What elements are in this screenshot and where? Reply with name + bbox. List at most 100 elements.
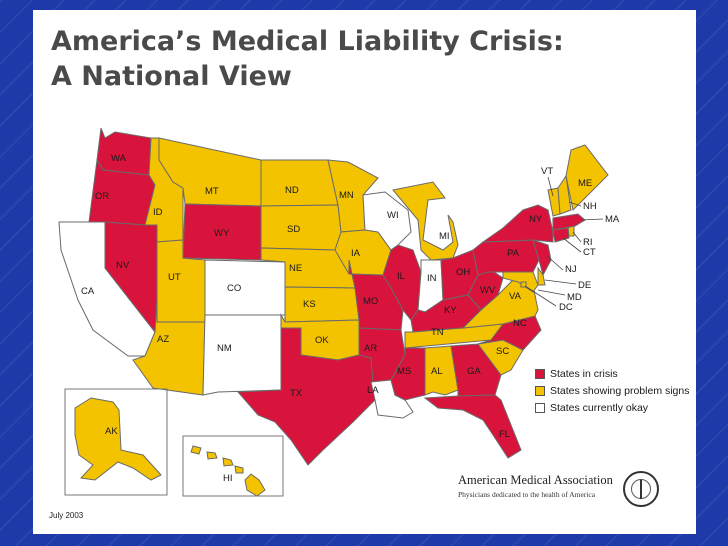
label-LA: LA xyxy=(367,385,379,396)
state-HI xyxy=(244,473,266,497)
slide-title: America’s Medical Liability Crisis: A Na… xyxy=(51,24,564,94)
legend-item-crisis: States in crisis xyxy=(535,365,695,382)
state-NJ xyxy=(532,239,552,277)
us-map: WA OR CA NV ID MT WY UT CO AZ NM ND SD N… xyxy=(58,127,620,497)
label-AR: AR xyxy=(364,343,377,354)
label-NV: NV xyxy=(116,260,130,271)
label-NH: NH xyxy=(583,201,597,212)
state-AZ xyxy=(132,299,206,396)
label-NJ: NJ xyxy=(565,264,577,275)
crisis-swatch xyxy=(535,368,545,379)
label-MN: MN xyxy=(339,190,354,201)
ama-seal-icon xyxy=(623,471,659,507)
legend-label-problem: States showing problem signs xyxy=(550,384,690,397)
legend-item-ok: States currently okay xyxy=(535,399,695,416)
label-WA: WA xyxy=(111,153,127,164)
label-GA: GA xyxy=(467,366,481,377)
label-SC: SC xyxy=(496,346,509,357)
label-AZ: AZ xyxy=(157,334,169,345)
state-HI-isle-2 xyxy=(206,451,218,460)
state-ME xyxy=(565,144,609,212)
label-PA: PA xyxy=(507,248,520,259)
label-MS: MS xyxy=(397,366,411,377)
label-TX: TX xyxy=(290,388,303,399)
label-IL: IL xyxy=(397,271,405,282)
state-NM xyxy=(202,314,282,396)
state-MA xyxy=(552,213,586,231)
legend-item-problem: States showing problem signs xyxy=(535,382,695,399)
label-DE: DE xyxy=(578,280,591,291)
label-CO: CO xyxy=(227,283,241,294)
state-ND xyxy=(260,159,339,207)
problem-swatch xyxy=(535,385,545,396)
ok-swatch xyxy=(535,402,545,413)
state-HI-isle-1 xyxy=(190,445,202,455)
label-OK: OK xyxy=(315,335,329,346)
label-NM: NM xyxy=(217,343,232,354)
label-AK: AK xyxy=(105,426,118,437)
state-VA xyxy=(461,277,539,329)
state-CT xyxy=(552,227,570,243)
label-SD: SD xyxy=(287,224,300,235)
date-label: July 2003 xyxy=(49,511,84,520)
label-TN: TN xyxy=(431,327,444,338)
state-MI xyxy=(392,181,459,261)
label-MI: MI xyxy=(439,231,450,242)
ama-name: American Medical Association xyxy=(458,473,613,487)
label-OR: OR xyxy=(95,191,109,202)
label-OH: OH xyxy=(456,267,470,278)
alaska-inset-frame xyxy=(64,388,168,496)
staff-of-aesculapius-icon xyxy=(640,480,642,499)
label-UT: UT xyxy=(168,272,181,283)
state-FL xyxy=(423,394,522,459)
label-WI: WI xyxy=(387,210,399,221)
label-ID: ID xyxy=(153,207,163,218)
label-KS: KS xyxy=(303,299,316,310)
state-NY xyxy=(481,204,554,243)
label-RI: RI xyxy=(583,237,593,248)
label-MD: MD xyxy=(567,292,582,303)
title-line-1: America’s Medical Liability Crisis: xyxy=(51,26,564,57)
state-WA xyxy=(96,127,152,176)
label-WY: WY xyxy=(214,228,230,239)
legend: States in crisis States showing problem … xyxy=(535,365,695,416)
state-TX xyxy=(236,327,376,466)
state-PA xyxy=(472,239,540,276)
state-KS xyxy=(284,286,360,323)
state-SD xyxy=(260,204,342,251)
label-NY: NY xyxy=(529,214,543,225)
label-HI: HI xyxy=(223,473,233,484)
label-KY: KY xyxy=(444,305,457,316)
label-DC: DC xyxy=(559,302,573,313)
leader-lines xyxy=(524,176,604,307)
ama-attribution: American Medical Association Physicians … xyxy=(458,473,613,499)
label-MO: MO xyxy=(363,296,378,307)
label-CA: CA xyxy=(81,286,95,297)
legend-label-ok: States currently okay xyxy=(550,401,649,414)
label-NC: NC xyxy=(513,318,527,329)
label-ND: ND xyxy=(285,185,299,196)
state-CO xyxy=(204,259,286,316)
state-HI-isle-3 xyxy=(222,457,234,467)
state-NH xyxy=(557,174,572,215)
label-AL: AL xyxy=(431,366,443,377)
label-MT: MT xyxy=(205,186,219,197)
slide: America’s Medical Liability Crisis: A Na… xyxy=(33,10,696,534)
label-FL: FL xyxy=(499,429,510,440)
title-line-2: A National View xyxy=(51,61,292,92)
state-AK xyxy=(74,397,162,481)
hawaii-inset-frame xyxy=(182,435,284,497)
label-NE: NE xyxy=(289,263,302,274)
label-VA: VA xyxy=(509,291,522,302)
label-IN: IN xyxy=(427,273,437,284)
ama-tagline: Physicians dedicated to the health of Am… xyxy=(458,490,596,499)
state-DE xyxy=(537,266,546,286)
label-ME: ME xyxy=(578,178,592,189)
state-HI-isle-4 xyxy=(234,465,244,474)
label-WV: WV xyxy=(480,285,496,296)
label-VT: VT xyxy=(541,166,553,177)
label-IA: IA xyxy=(351,248,361,259)
label-CT: CT xyxy=(583,247,596,258)
legend-label-crisis: States in crisis xyxy=(550,367,618,380)
label-MA: MA xyxy=(605,214,620,225)
